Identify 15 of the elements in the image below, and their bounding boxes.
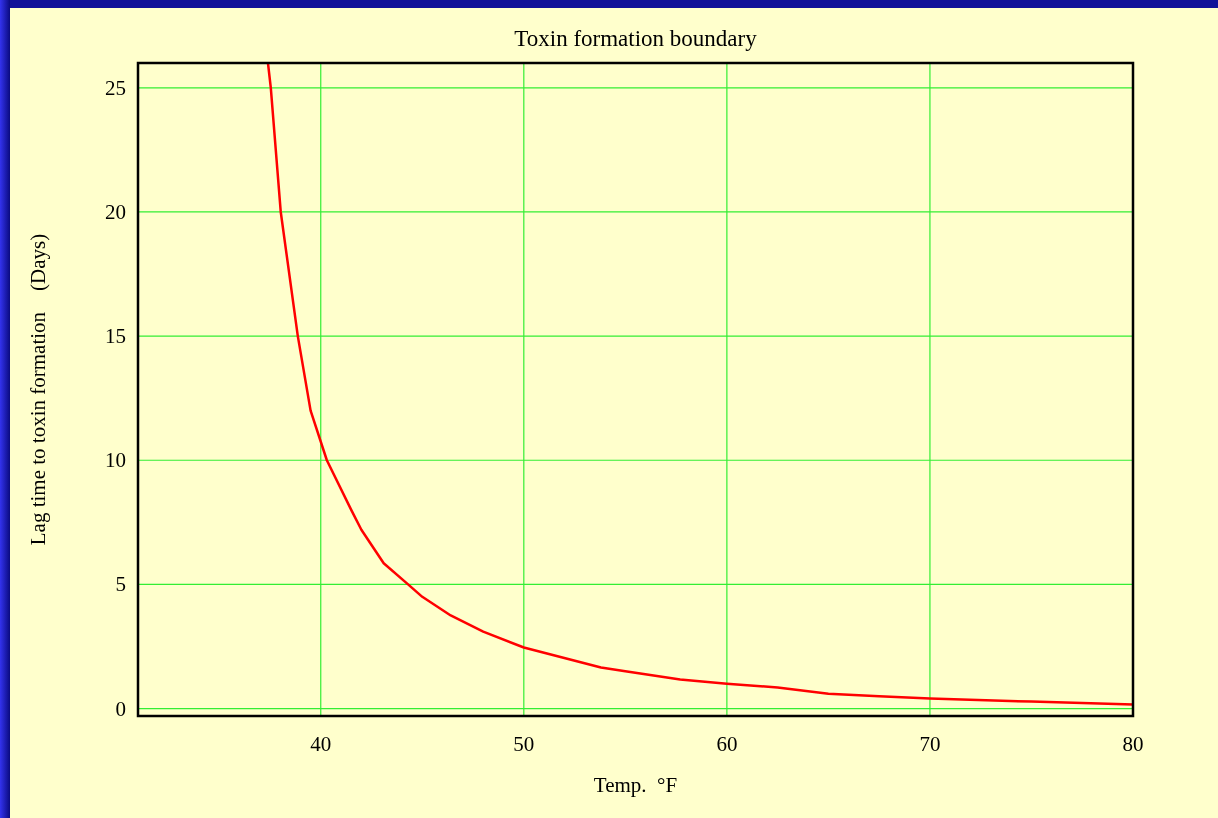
y-tick-label: 5 xyxy=(115,572,126,597)
chart-title: Toxin formation boundary xyxy=(514,26,758,51)
y-tick-label: 15 xyxy=(105,324,126,349)
line-series xyxy=(266,61,1135,706)
y-tick-label: 10 xyxy=(105,448,126,473)
x-tick-label: 80 xyxy=(1122,732,1144,756)
y-tick-label: 25 xyxy=(105,75,126,100)
y-tick-label: 20 xyxy=(105,199,126,224)
y-axis-title: Lag time to toxin formation (Days) xyxy=(26,233,50,546)
x-tick-label: 60 xyxy=(716,732,738,756)
x-axis-title: Temp. °F xyxy=(593,773,678,797)
x-tick-label: 70 xyxy=(919,732,941,756)
x-tick-label: 40 xyxy=(310,732,332,756)
y-tick-label: 0 xyxy=(115,696,126,721)
x-tick-label: 50 xyxy=(513,732,535,756)
